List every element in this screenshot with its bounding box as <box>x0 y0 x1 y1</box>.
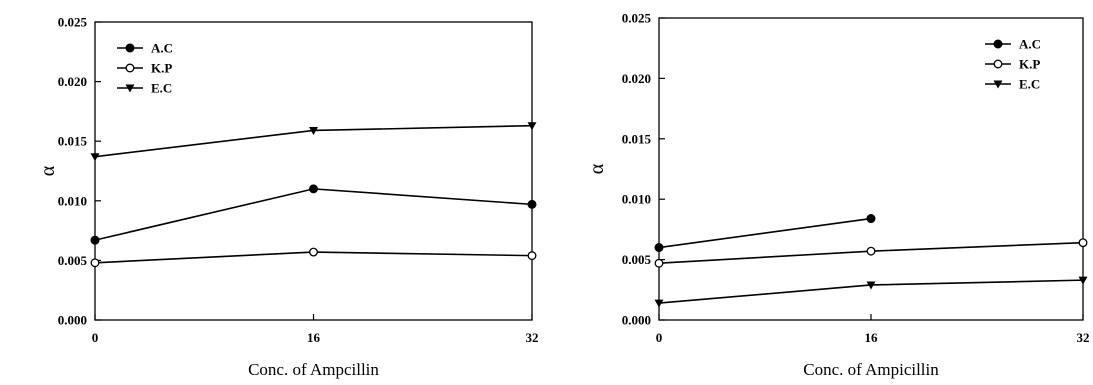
y-tick-label: 0.025 <box>622 11 652 26</box>
legend-marker <box>125 63 135 73</box>
x-tick-label: 16 <box>307 330 321 345</box>
data-point <box>1078 276 1088 285</box>
data-point <box>866 246 876 256</box>
series-e-c <box>654 276 1088 308</box>
x-axis-title: Conc. of Ampcillin <box>248 360 379 379</box>
data-point <box>866 214 876 224</box>
series-k-p <box>90 247 537 268</box>
data-point <box>866 281 876 290</box>
x-tick-label: 0 <box>656 330 663 345</box>
legend-label: A.C <box>151 41 173 56</box>
y-tick-label: 0.015 <box>58 134 88 149</box>
legend-marker <box>125 84 135 93</box>
data-point <box>527 251 537 261</box>
legend: A.C K.P E.C <box>117 41 173 96</box>
series-k-p <box>654 238 1088 268</box>
legend-marker <box>993 39 1003 49</box>
data-point <box>90 258 100 268</box>
data-point <box>90 235 100 245</box>
x-tick-label: 0 <box>92 330 99 345</box>
legend: A.C K.P E.C <box>985 37 1041 92</box>
legend-label: E.C <box>1019 77 1040 92</box>
right-chart-panel: 0.000 0.005 0.010 0.015 0.020 0.025 0 16 32 Conc.… <box>586 11 1090 380</box>
x-tick-label: 16 <box>865 330 879 345</box>
series-e-c <box>90 122 537 162</box>
left-chart-panel: 0.000 0.005 0.010 0.015 0.020 0.025 0 16 32 Conc.… <box>37 15 539 380</box>
y-tick-label: 0.010 <box>622 192 651 207</box>
legend-marker <box>993 80 1003 89</box>
series-line <box>94 188 533 241</box>
data-point <box>654 299 664 308</box>
legend-marker <box>125 43 135 53</box>
x-axis-title: Conc. of Ampicillin <box>803 360 939 379</box>
y-tick-label: 0.000 <box>622 313 651 328</box>
data-point <box>654 258 664 268</box>
legend-marker <box>993 59 1003 69</box>
y-axis-title: α <box>586 163 608 174</box>
legend-label: K.P <box>151 61 172 76</box>
y-tick-label: 0.020 <box>58 74 87 89</box>
y-tick-label: 0.015 <box>622 131 652 146</box>
y-tick-label: 0.025 <box>58 15 88 30</box>
y-tick-label: 0.020 <box>622 71 651 86</box>
y-tick-label: 0.000 <box>58 313 87 328</box>
data-point <box>90 153 100 162</box>
series-a-c <box>90 184 537 245</box>
data-point <box>309 126 318 135</box>
data-point <box>527 122 537 131</box>
series-line <box>658 217 872 249</box>
series-a-c <box>654 214 876 253</box>
y-tick-label: 0.005 <box>58 253 88 268</box>
y-axis-title: α <box>37 165 59 176</box>
legend-label: E.C <box>151 81 172 96</box>
legend-label: A.C <box>1019 37 1041 52</box>
y-tick-label: 0.010 <box>58 193 87 208</box>
data-point <box>1078 238 1088 248</box>
legend-label: K.P <box>1019 57 1040 72</box>
data-point <box>309 184 318 194</box>
data-point <box>654 243 664 253</box>
x-tick-label: 32 <box>1077 330 1090 345</box>
data-point <box>527 199 537 209</box>
data-point <box>309 247 318 257</box>
x-tick-label: 32 <box>526 330 539 345</box>
y-tick-label: 0.005 <box>622 252 652 267</box>
